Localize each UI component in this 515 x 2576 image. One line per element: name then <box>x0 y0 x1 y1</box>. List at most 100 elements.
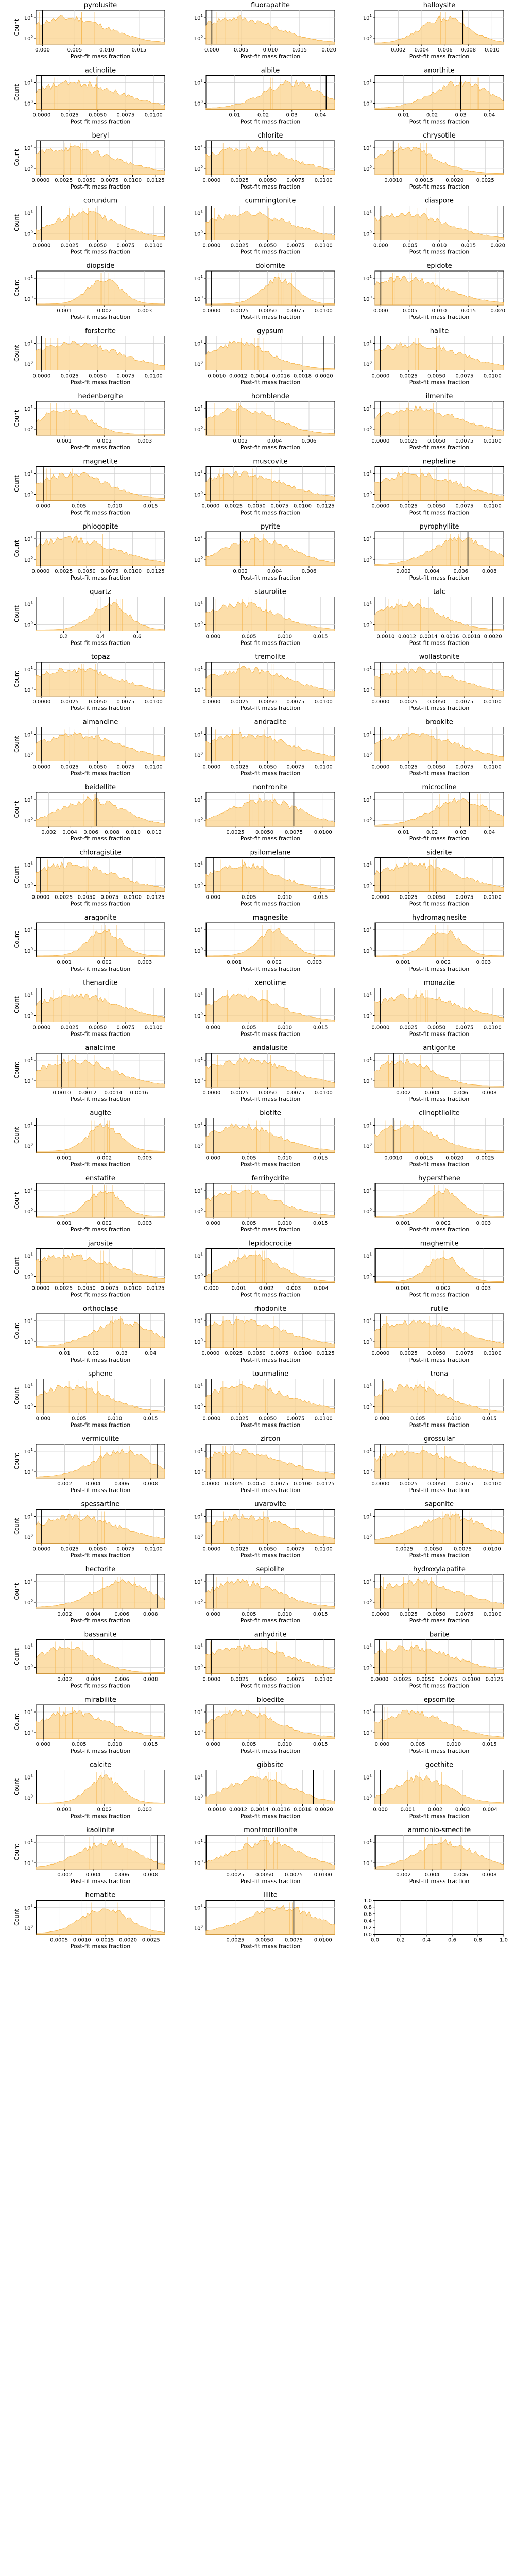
x-axis-label: Post-fit mass fraction <box>241 53 300 60</box>
x-tick-label: 0.0025 <box>226 1938 244 1943</box>
subplot-title: hedenbergite <box>78 393 123 400</box>
x-axis-label: Post-fit mass fraction <box>409 705 469 711</box>
y-tick-label: 100 <box>363 361 372 368</box>
x-axis-label: Post-fit mass fraction <box>241 1422 300 1429</box>
x-tick-label: 0.0050 <box>89 1025 107 1031</box>
subplot-xenotime: xenotime 0.000 0.005 0.010 0.015 100 101 Post-f… <box>194 979 335 1038</box>
x-tick-label: 0.0075 <box>286 308 304 314</box>
subplot-hypersthene: hypersthene 0.001 0.002 0.003 100 101 Post-fit… <box>363 1175 504 1233</box>
histogram-area <box>36 1384 165 1413</box>
x-tick-label: 0.0025 <box>55 569 73 574</box>
subplot-title: analcime <box>85 1044 115 1052</box>
x-tick-label: 0.0050 <box>427 1351 445 1357</box>
y-tick-label: 100 <box>194 1208 203 1215</box>
x-tick-label: 0.0020 <box>315 1807 333 1813</box>
subplot-uvarovite: uvarovite 0.0000 0.0025 0.0050 0.0075 0.0100 1… <box>194 1501 335 1559</box>
y-tick-label: 100 <box>24 165 33 172</box>
subplot-title: gypsum <box>257 328 284 335</box>
x-tick-label: 0.0010 <box>376 634 394 640</box>
x-axis-label: Post-fit mass fraction <box>241 640 300 647</box>
subplot-title: saponite <box>425 1501 454 1509</box>
y-axis-label: Count <box>13 931 20 948</box>
y-axis-label: Count <box>13 19 20 36</box>
subplot-title: brookite <box>425 719 453 726</box>
y-axis-label: Count <box>13 540 20 557</box>
y-tick-label: 101 <box>24 731 33 738</box>
y-tick-label: 101 <box>363 1513 372 1520</box>
x-tick-label: 0.001 <box>57 1156 72 1161</box>
x-axis-label: Post-fit mass fraction <box>71 1031 130 1038</box>
x-tick-label: 0.0075 <box>286 1547 304 1552</box>
y-tick-label: 0.2 <box>364 1925 372 1931</box>
x-tick-label: 0.000 <box>36 504 51 510</box>
y-tick-label: 0.6 <box>364 1911 372 1917</box>
x-tick-label: 0.02 <box>88 1351 99 1357</box>
y-tick-label: 101 <box>194 1513 203 1520</box>
y-axis-label: Count <box>13 1257 20 1274</box>
x-tick-label: 0.0050 <box>417 1677 435 1683</box>
histogram-area <box>374 1058 504 1088</box>
x-tick-label: 0.0075 <box>116 699 134 705</box>
x-axis-label: Post-fit mass fraction <box>241 1161 300 1168</box>
x-tick-label: 0.0010 <box>208 374 226 379</box>
subplot-siderite: siderite 0.0000 0.0025 0.0050 0.0075 0.0100 10… <box>363 849 504 907</box>
x-tick-label: 0.04 <box>484 113 495 118</box>
x-tick-label: 0.006 <box>438 47 453 53</box>
y-tick-label: 101 <box>194 731 203 738</box>
x-tick-label: 0.0012 <box>229 1807 247 1813</box>
x-tick-label: 0.000 <box>35 47 50 53</box>
histogram-area <box>36 796 165 827</box>
x-axis-label: Post-fit mass fraction <box>409 314 469 320</box>
y-tick-label: 101 <box>24 1187 33 1194</box>
x-axis-label: Post-fit mass fraction <box>241 1878 300 1885</box>
x-tick-label: 0.006 <box>114 1677 129 1683</box>
y-axis-label: Count <box>13 410 20 427</box>
x-tick-label: 0.0075 <box>455 1481 473 1487</box>
x-tick-label: 0.0100 <box>315 1547 333 1552</box>
y-tick-label: 100 <box>363 752 372 759</box>
y-tick-label: 101 <box>24 992 33 999</box>
x-tick-label: 0.0000 <box>202 1677 220 1683</box>
x-axis-label: Post-fit mass fraction <box>409 1552 469 1559</box>
x-tick-label: 0.010 <box>107 1742 122 1748</box>
subplot-cummingtonite: cummingtonite 0.0000 0.0025 0.0050 0.0075 0.0… <box>194 197 335 256</box>
subplot-augite: augite 0.001 0.002 0.003 100 101 Post-fit mass… <box>13 1110 165 1168</box>
subplot-wollastonite: wollastonite 0.0000 0.0025 0.0050 0.0075 0.01… <box>363 653 504 711</box>
x-tick-label: 0.0010 <box>384 1156 402 1161</box>
x-tick-label: 0.0018 <box>294 1807 312 1813</box>
y-tick-label: 101 <box>24 1708 33 1716</box>
y-axis-label: Count <box>13 149 20 166</box>
subplot-anorthite: anorthite 0.01 0.02 0.03 0.04 100 101 Post-fit … <box>363 67 504 125</box>
subplot-anhydrite: anhydrite 0.0000 0.0025 0.0050 0.0075 0.0100 1… <box>194 1631 335 1689</box>
x-tick-label: 0.0100 <box>484 699 502 705</box>
x-tick-label: 1.0 <box>500 1938 508 1943</box>
subplot-beryl: beryl 0.0000 0.0025 0.0050 0.0075 0.0100 0.012… <box>13 132 165 190</box>
x-tick-label: 0.0100 <box>145 1025 163 1031</box>
y-axis-label: Count <box>13 735 20 752</box>
y-tick-label: 100 <box>363 1468 372 1476</box>
x-tick-label: 0.002 <box>267 960 282 965</box>
y-tick-label: 101 <box>363 1708 372 1716</box>
x-tick-label: 0.0050 <box>255 829 273 835</box>
x-tick-label: 0.0125 <box>147 569 165 574</box>
subplot-title: mirabilite <box>84 1696 116 1704</box>
x-tick-label: 0.0000 <box>371 1612 389 1617</box>
y-axis-label: Count <box>13 1778 20 1795</box>
y-axis-label: Count <box>13 1713 20 1730</box>
histogram-area <box>36 667 165 697</box>
x-tick-label: 0.02 <box>426 829 438 835</box>
histogram-area <box>36 1190 165 1218</box>
y-tick-label: 101 <box>24 1317 33 1325</box>
x-tick-label: 0.0075 <box>455 765 473 770</box>
x-tick-label: 0.0025 <box>142 1938 160 1943</box>
x-tick-label: 0.003 <box>476 960 491 965</box>
x-tick-label: 0.002 <box>436 1286 451 1292</box>
x-tick-label: 0.0050 <box>259 1677 277 1683</box>
x-tick-label: 0.004 <box>86 1872 101 1878</box>
subplot-title: jarosite <box>88 1240 113 1248</box>
y-tick-label: 100 <box>363 295 372 302</box>
x-tick-label: 0.015 <box>313 1221 328 1226</box>
x-tick-label: 0.0050 <box>259 1547 277 1552</box>
x-tick-label: 0.0050 <box>427 1025 445 1031</box>
